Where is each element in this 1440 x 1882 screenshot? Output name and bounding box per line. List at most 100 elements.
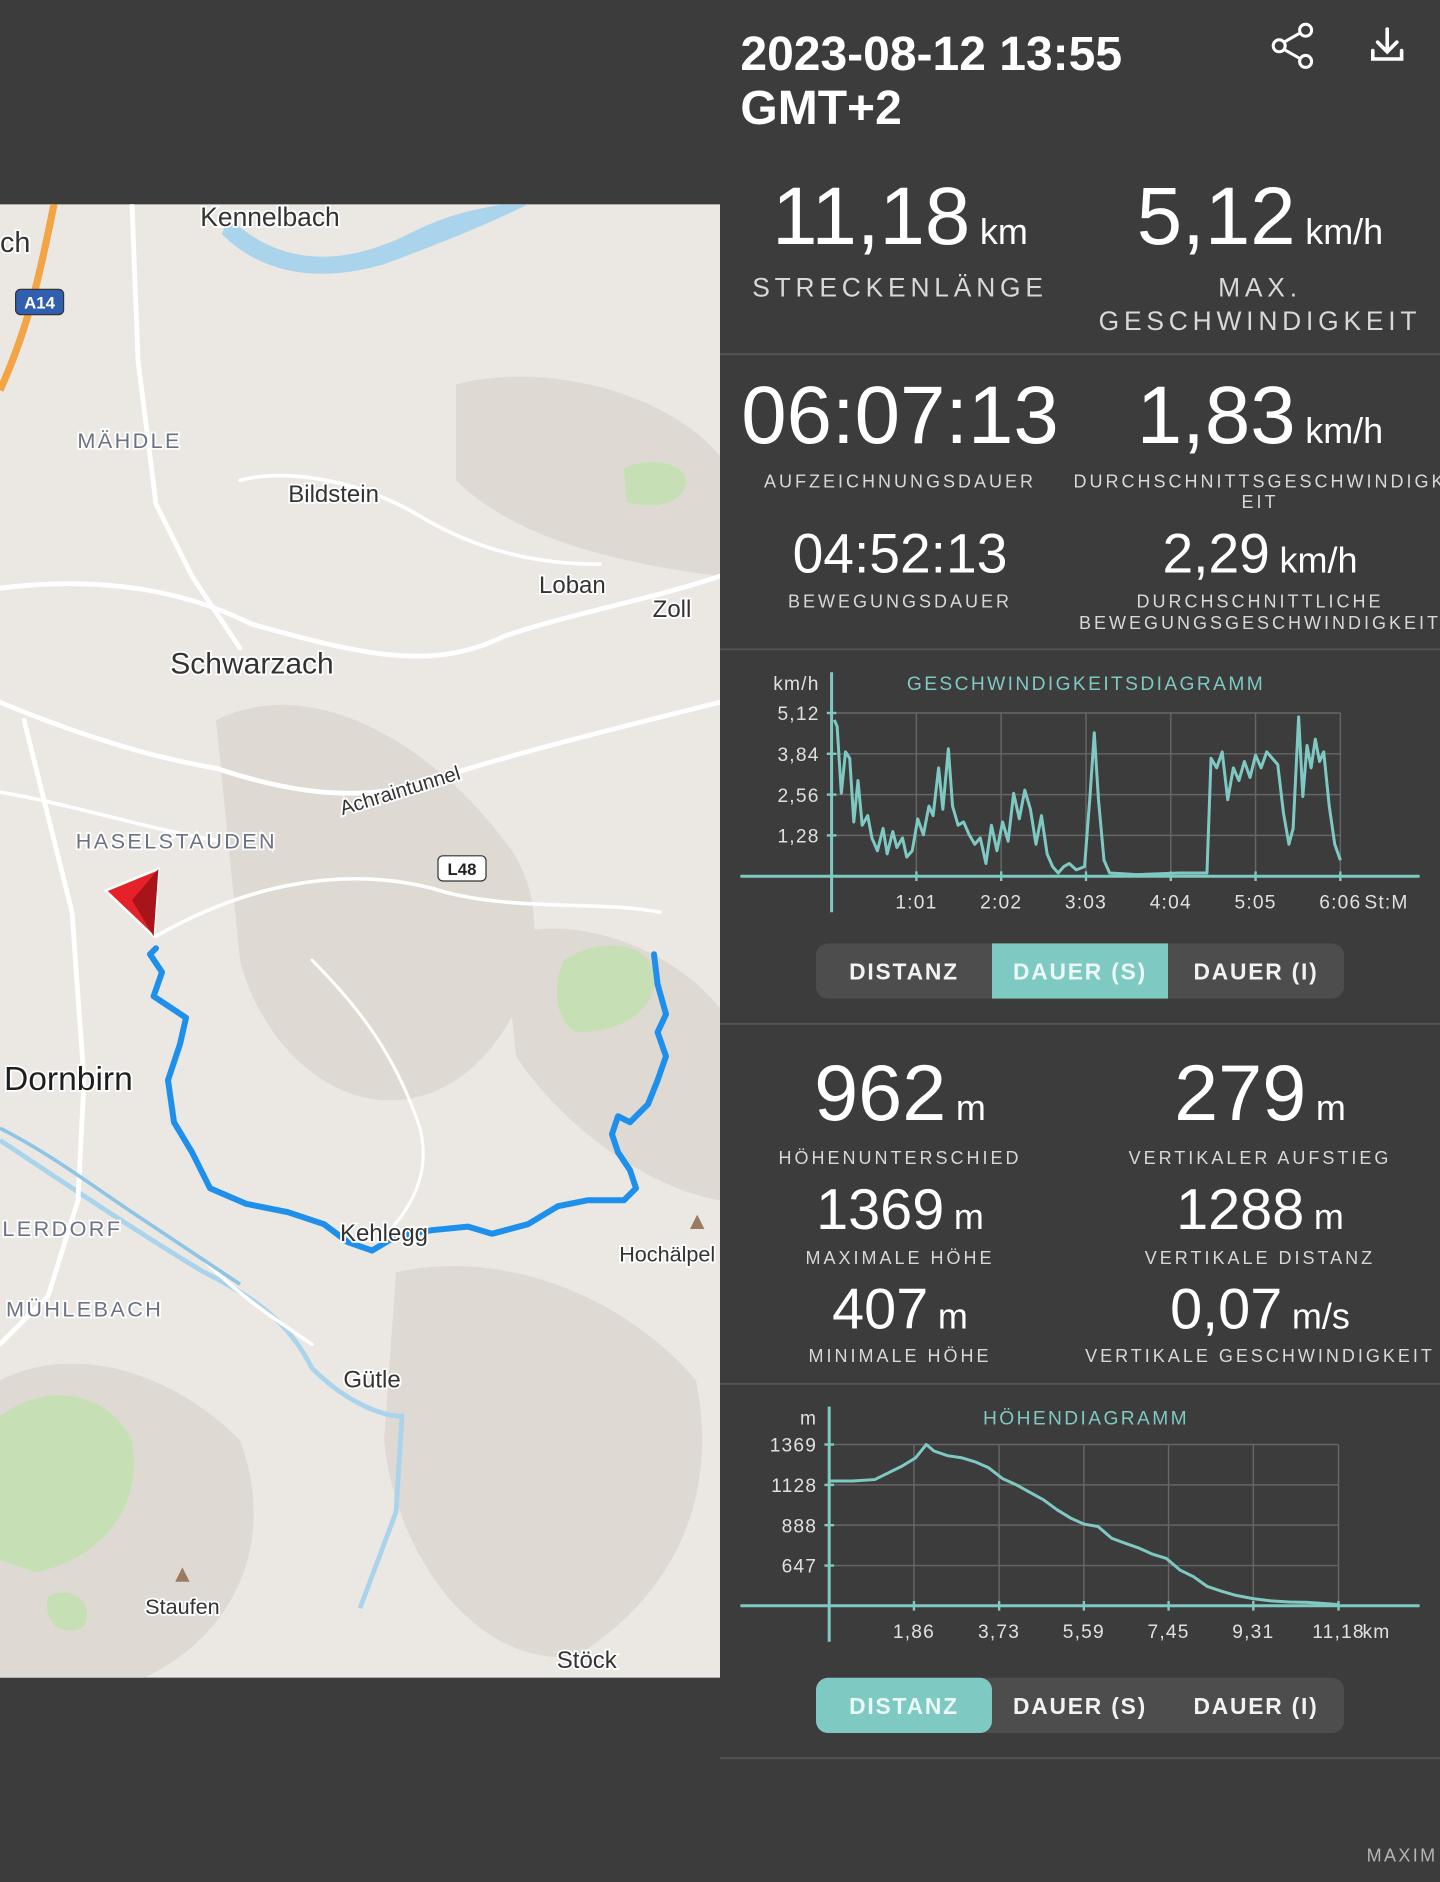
stat-number: 04:52:13 — [793, 523, 1008, 585]
toggle-button[interactable]: DAUER (I) — [1193, 1693, 1318, 1719]
stat-number: 2,29 — [1162, 523, 1269, 585]
map-label: Gütle — [343, 1366, 400, 1393]
toggle-label[interactable]: DAUER (S) — [1013, 958, 1147, 984]
toggle-button[interactable]: DAUER (S) — [992, 943, 1168, 999]
stat-label: EIT — [1241, 492, 1278, 512]
stat-label: STRECKENLÄNGE — [752, 273, 1048, 303]
footer-text: MAXIM — [1367, 1845, 1438, 1865]
x-tick-label: 6:06 — [1319, 893, 1361, 914]
map-label: Hochälpel — [619, 1241, 715, 1266]
stat-label: MAX. — [1218, 273, 1302, 303]
y-tick-label: 3,84 — [777, 745, 819, 766]
map-label: Stöck — [557, 1647, 618, 1674]
stat-number: 1369 — [816, 1178, 944, 1242]
stat-unit: m — [938, 1296, 968, 1337]
toggle-label[interactable]: DAUER (I) — [1193, 1693, 1318, 1719]
map-label: Bildstein — [288, 481, 379, 508]
x-unit: St:M — [1364, 893, 1408, 914]
y-tick-label: 1369 — [770, 1436, 818, 1457]
toggle-label[interactable]: DISTANZ — [849, 958, 959, 984]
toggle-active — [816, 1677, 992, 1733]
y-tick-label: 1128 — [771, 1476, 817, 1497]
x-tick-label: 1,86 — [893, 1622, 935, 1643]
stat-label: HÖHENUNTERSCHIED — [778, 1148, 1021, 1168]
x-tick-label: 2:02 — [980, 893, 1022, 914]
stat-number: 1,83 — [1137, 370, 1296, 461]
toggle-button[interactable]: DAUER (S) — [1013, 1693, 1147, 1719]
map-label: A14 — [24, 294, 55, 313]
stat-number: 0,07 — [1170, 1278, 1282, 1342]
title-line: GMT+2 — [740, 82, 901, 135]
map[interactable]: Kennelbach ch A14 MÄHDLE Bildstein Loban Zoll S… — [0, 202, 720, 1678]
map-label: Staufen — [145, 1594, 219, 1619]
stat-value: 2,29 km/h — [1162, 523, 1357, 585]
stat-unit: km/h — [1280, 540, 1358, 581]
stat-label: VERTIKALE DISTANZ — [1145, 1248, 1375, 1268]
stat-number: 962 — [814, 1048, 946, 1137]
y-unit: km/h — [773, 674, 819, 695]
toggle-button[interactable]: DAUER (I) — [1193, 958, 1318, 984]
road-badge — [15, 288, 65, 316]
y-unit: m — [800, 1409, 817, 1430]
stat-value: 0,07 m/s — [1170, 1278, 1350, 1342]
toggle-group: DISTANZ DAUER (S) DAUER (I) — [816, 1677, 1344, 1733]
stat-unit: km/h — [1305, 211, 1383, 252]
map-label: MÜHLEBACH — [6, 1297, 163, 1322]
x-tick-label: 5:05 — [1234, 893, 1276, 914]
stat-label: DURCHSCHNITTLICHE — [1136, 591, 1383, 611]
x-tick-label: 9,31 — [1232, 1622, 1274, 1643]
toggle-label[interactable]: DISTANZ — [849, 1693, 959, 1719]
map-label: HASELSTAUDEN — [76, 829, 277, 854]
stat-unit: m/s — [1292, 1296, 1350, 1337]
x-tick-label: 3:03 — [1065, 893, 1107, 914]
stat-value: 407 m — [832, 1278, 968, 1342]
map-label: Loban — [539, 572, 606, 599]
stat-label: MAXIMALE HÖHE — [805, 1248, 994, 1268]
title-line: 2023-08-12 13:55 — [740, 28, 1122, 81]
toggle-active — [992, 943, 1168, 999]
map-label: Dornbirn — [4, 1061, 133, 1098]
stat-unit: m — [1316, 1087, 1346, 1128]
stat-label: BEWEGUNGSGESCHWINDIGKEIT — [1079, 613, 1440, 633]
stat-number: 5,12 — [1137, 171, 1296, 262]
x-tick-label: 7,45 — [1148, 1622, 1190, 1643]
stat-unit: m — [956, 1087, 986, 1128]
stat-label: MINIMALE HÖHE — [808, 1346, 991, 1366]
toggle-button[interactable]: DISTANZ — [849, 958, 959, 984]
toggle-group: DISTANZ DAUER (S) DAUER (I) — [816, 943, 1344, 999]
x-tick-label: 11,18 — [1312, 1622, 1365, 1643]
share-button[interactable] — [1271, 22, 1314, 69]
stat-number: 11,18 — [772, 171, 970, 262]
download-button[interactable] — [1371, 27, 1404, 61]
stat-value: 1,83 km/h — [1137, 370, 1383, 461]
map-label: L48 — [448, 860, 477, 879]
toggle-button[interactable]: DISTANZ — [816, 1677, 992, 1733]
stat-label: AUFZEICHNUNGSDAUER — [764, 471, 1036, 491]
stat-value: 04:52:13 — [793, 523, 1008, 585]
stat-label: VERTIKALE GESCHWINDIGKEIT — [1085, 1346, 1435, 1366]
map-label: Zoll — [653, 596, 692, 623]
y-tick-label: 1,28 — [777, 827, 819, 848]
map-label: MÄHDLE — [77, 428, 181, 453]
stat-label: VERTIKALER AUFSTIEG — [1129, 1148, 1392, 1168]
map-label: LERDORF — [2, 1216, 122, 1241]
y-tick-label: 2,56 — [777, 786, 819, 807]
y-tick-label: 5,12 — [777, 704, 819, 725]
chart-title: HÖHENDIAGRAMM — [983, 1409, 1189, 1430]
map-label: Kennelbach — [200, 202, 339, 232]
y-tick-label: 888 — [782, 1516, 818, 1537]
toggle-label[interactable]: DAUER (I) — [1193, 958, 1318, 984]
data-line — [829, 1443, 1339, 1607]
x-unit: km — [1363, 1622, 1391, 1643]
stat-unit: m — [1314, 1196, 1344, 1237]
stat-value: 11,18 km — [772, 171, 1028, 262]
stat-label: GESCHWINDIGKEIT — [1099, 306, 1422, 336]
road-badge — [437, 855, 487, 882]
stat-number: 06:07:13 — [741, 370, 1059, 461]
stat-unit: km — [980, 211, 1028, 252]
toggle-label[interactable]: DAUER (S) — [1013, 1693, 1147, 1719]
stat-value: 5,12 km/h — [1137, 171, 1383, 262]
x-tick-label: 1:01 — [895, 893, 937, 914]
